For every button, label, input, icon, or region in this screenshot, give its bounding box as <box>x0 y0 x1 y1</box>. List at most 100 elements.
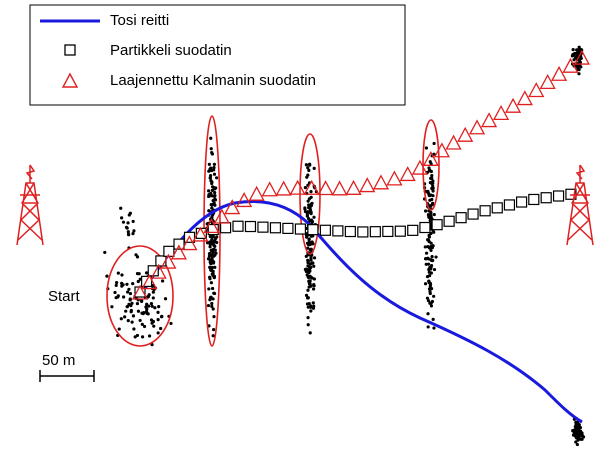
particle <box>306 246 310 250</box>
particle <box>307 268 311 272</box>
particle <box>307 282 312 286</box>
pf-marker <box>394 225 406 237</box>
particle <box>429 248 433 252</box>
particle <box>431 244 435 248</box>
particle <box>117 327 121 331</box>
particle <box>574 436 579 440</box>
particle <box>208 176 212 180</box>
particle <box>429 241 433 245</box>
ekf-marker <box>573 49 590 65</box>
particle <box>210 301 214 306</box>
particle <box>163 297 168 301</box>
particle <box>312 166 316 170</box>
particle <box>305 175 309 179</box>
pf-marker <box>173 238 185 250</box>
particle <box>304 163 308 167</box>
pf-marker <box>503 199 516 211</box>
particle <box>132 327 136 331</box>
particle <box>429 301 433 305</box>
particle <box>208 251 212 256</box>
particle <box>428 168 432 172</box>
particle <box>576 429 580 433</box>
particle <box>309 309 313 313</box>
particle <box>212 162 216 166</box>
particle <box>136 309 141 313</box>
ekf-marker <box>433 142 450 158</box>
particle <box>213 190 217 195</box>
particle <box>307 240 311 244</box>
particle <box>103 250 107 255</box>
ekf-marker <box>331 180 348 196</box>
particle <box>113 290 117 295</box>
pf-marker <box>344 225 356 238</box>
pf-marker <box>455 212 467 224</box>
ellipse <box>422 119 440 211</box>
ekf-marker <box>181 235 198 251</box>
particle <box>160 314 164 318</box>
particle <box>210 286 215 291</box>
particle <box>429 210 433 214</box>
particle <box>131 314 136 318</box>
pf-marker <box>257 221 269 233</box>
particle <box>213 265 217 269</box>
particle <box>210 265 214 270</box>
particle <box>211 261 216 265</box>
particle <box>212 247 216 252</box>
particle <box>129 310 133 314</box>
particle <box>212 172 217 176</box>
ekf-marker <box>468 119 486 135</box>
particle <box>432 326 436 330</box>
particle <box>429 263 434 268</box>
particle <box>146 312 150 316</box>
legend-label: Partikkeli suodatin <box>110 42 232 59</box>
particle <box>209 268 213 272</box>
particle <box>124 225 129 229</box>
particle <box>207 209 211 213</box>
scale-label: 50 m <box>42 352 75 369</box>
legend-triangle <box>61 72 79 88</box>
particle <box>140 322 144 326</box>
particle <box>210 304 214 309</box>
legend-label: Laajennettu Kalmanin suodatin <box>110 72 316 89</box>
particle <box>305 296 310 300</box>
particle <box>426 256 430 260</box>
particle <box>120 281 124 286</box>
particle <box>424 262 428 266</box>
particle <box>578 437 582 441</box>
particle <box>428 284 432 288</box>
particle <box>149 302 154 306</box>
particle <box>124 309 128 313</box>
ekf-route <box>131 49 590 300</box>
particle <box>126 221 130 225</box>
particle <box>429 304 434 308</box>
pf-marker <box>515 196 528 208</box>
particle <box>209 248 213 252</box>
particle <box>423 245 427 249</box>
pf-marker <box>269 222 282 234</box>
particle <box>132 229 136 233</box>
particle <box>427 270 431 274</box>
ekf-marker <box>261 181 278 197</box>
pf-marker <box>244 220 257 233</box>
particle <box>310 240 314 244</box>
particle <box>130 320 134 324</box>
particle <box>128 211 132 215</box>
particle <box>429 193 433 197</box>
particle <box>213 244 217 248</box>
particle <box>307 238 311 242</box>
particle <box>578 429 582 433</box>
particle <box>574 420 578 424</box>
particle <box>426 312 430 316</box>
particle <box>426 245 430 249</box>
particle <box>119 206 123 210</box>
particle <box>212 328 216 332</box>
particle <box>213 198 218 202</box>
particle <box>138 318 142 323</box>
particle <box>306 288 310 292</box>
particle <box>147 334 152 338</box>
particle <box>156 318 160 322</box>
particle <box>570 54 574 58</box>
particle <box>432 230 436 234</box>
ekf-marker <box>236 192 253 208</box>
ekf-marker <box>504 97 522 113</box>
